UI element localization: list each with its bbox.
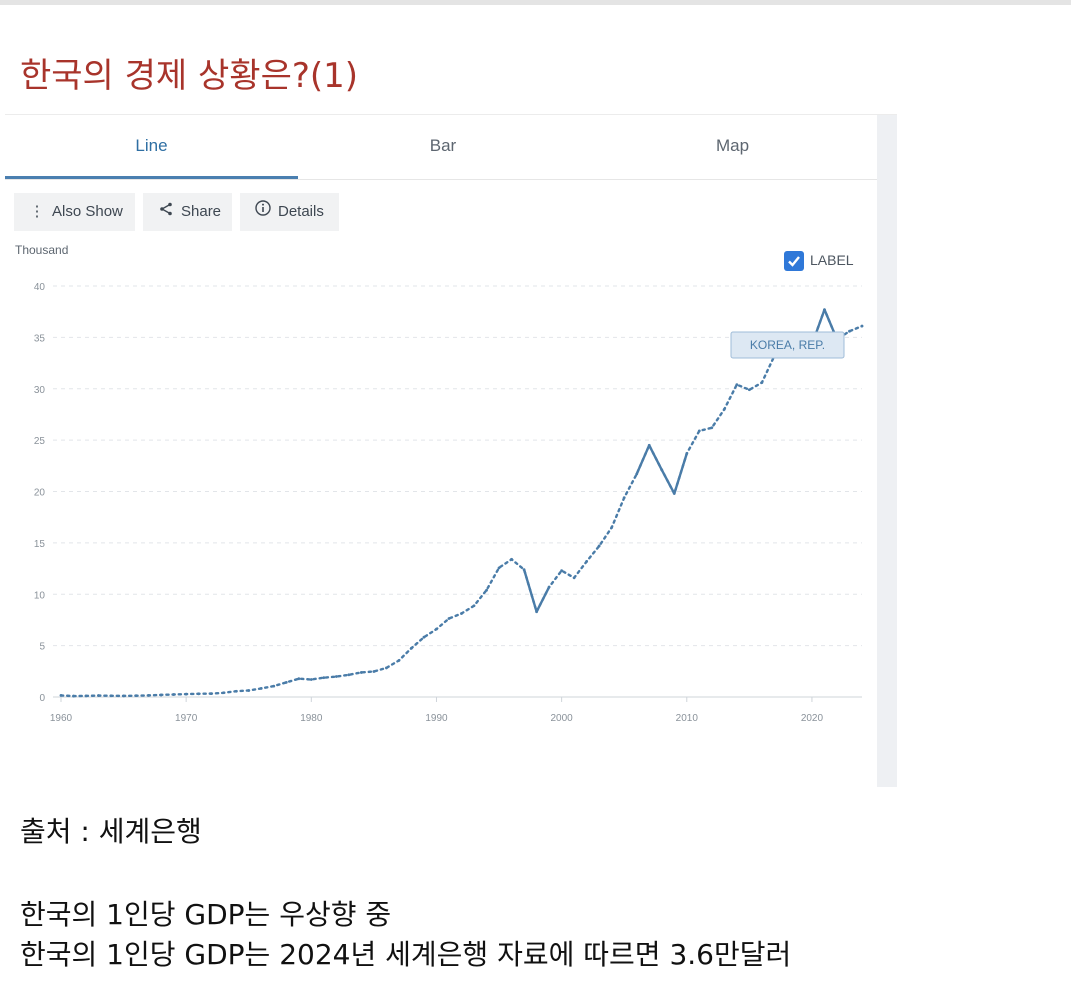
data-point [422, 635, 426, 639]
data-point [172, 693, 176, 696]
y-tick-label: 0 [39, 693, 45, 704]
label-toggle-text: LABEL [810, 252, 854, 268]
data-point [322, 676, 326, 680]
data-point [722, 407, 726, 411]
data-point [347, 673, 351, 677]
data-point [435, 627, 438, 631]
x-tick-label: 2020 [801, 713, 824, 724]
data-point [159, 693, 163, 697]
data-point [622, 496, 626, 500]
widget-gutter [877, 115, 897, 787]
data-point [697, 429, 701, 433]
vertical-dots-icon: ⋮ [29, 203, 45, 220]
summary-line-1: 한국의 1인당 GDP는 우상향 중 [20, 898, 392, 931]
top-divider [0, 0, 1071, 5]
data-point [97, 694, 100, 697]
data-point [184, 692, 188, 696]
data-point [372, 670, 376, 673]
data-point [597, 544, 601, 548]
data-point [447, 617, 451, 620]
label-toggle[interactable]: LABEL [784, 249, 854, 272]
data-point [359, 671, 363, 674]
line-chart: 0 5 10 15 20 25 30 35 40 1960 1970 1980 1990 2000 2010… [34, 282, 864, 724]
data-point [334, 675, 338, 678]
x-tick-label: 1980 [300, 713, 323, 724]
data-point [460, 612, 463, 615]
y-tick-label: 40 [34, 282, 46, 293]
data-point [309, 678, 313, 681]
data-point [222, 691, 226, 695]
data-point [397, 659, 401, 662]
series-line-segment [635, 444, 688, 495]
share-button[interactable]: Share [143, 193, 232, 231]
data-point [134, 694, 138, 698]
data-point [122, 694, 125, 698]
y-tick-label: 30 [34, 385, 46, 396]
details-button[interactable]: Details [240, 193, 339, 231]
x-tick-label: 2000 [551, 713, 574, 724]
share-icon [155, 193, 177, 231]
series-label: KOREA, REP. [750, 338, 825, 352]
tab-bar[interactable]: Bar [429, 136, 457, 155]
y-tick-label: 25 [34, 436, 46, 447]
data-point [297, 677, 301, 681]
x-tick-label: 2010 [676, 713, 699, 724]
series-line-segment [522, 568, 551, 613]
x-tick-label: 1970 [175, 713, 198, 724]
label-checkbox[interactable] [784, 251, 804, 272]
series-label-box [730, 331, 845, 359]
y-axis-unit-label: Thousand [15, 243, 69, 257]
tab-map[interactable]: Map [715, 136, 750, 155]
y-tick-label: 5 [39, 642, 45, 653]
chart-widget: Line Bar Map ⋮ Also Show Share Details Th… [5, 114, 897, 787]
also-show-label: Also Show [52, 203, 123, 220]
y-tick-label: 35 [34, 333, 46, 344]
data-point [497, 566, 501, 570]
data-point [72, 694, 75, 698]
data-point [572, 576, 576, 580]
data-point [747, 388, 751, 392]
data-point [760, 381, 764, 384]
y-tick-label: 10 [34, 590, 46, 601]
data-point [84, 694, 88, 698]
summary-line-2: 한국의 1인당 GDP는 2024년 세계은행 자료에 따르면 3.6만달러 [20, 938, 792, 971]
data-point [272, 684, 276, 688]
data-point [147, 693, 151, 697]
x-tick-label: 1990 [425, 713, 448, 724]
y-tick-label: 15 [34, 539, 46, 550]
data-point [234, 689, 238, 693]
data-point [560, 569, 564, 573]
data-point [735, 383, 739, 387]
data-point [585, 559, 589, 563]
data-point [259, 686, 263, 690]
data-point [860, 324, 864, 328]
data-point [710, 426, 714, 430]
data-point [284, 681, 288, 684]
data-point [410, 646, 413, 650]
y-tick-label: 20 [34, 488, 46, 499]
data-point [610, 526, 614, 529]
data-point [109, 694, 113, 698]
x-tick-label: 1960 [50, 713, 73, 724]
info-icon [252, 193, 274, 231]
chart-type-tabs: Line Bar Map [5, 115, 877, 180]
source-text: 출처 : 세계은행 [20, 815, 202, 848]
data-point [485, 588, 488, 592]
also-show-button[interactable]: ⋮ Also Show [14, 193, 135, 231]
tab-line[interactable]: Line [5, 115, 298, 179]
details-label: Details [278, 203, 324, 220]
data-point [472, 604, 476, 608]
data-point [59, 693, 63, 697]
data-point [385, 666, 388, 670]
page-title: 한국의 경제 상황은?(1) [20, 56, 359, 96]
data-point [848, 329, 851, 333]
data-point [197, 692, 201, 696]
data-point [209, 692, 213, 696]
share-label: Share [181, 203, 222, 220]
data-point [247, 689, 251, 692]
series-line [59, 308, 864, 698]
data-point [510, 557, 513, 561]
